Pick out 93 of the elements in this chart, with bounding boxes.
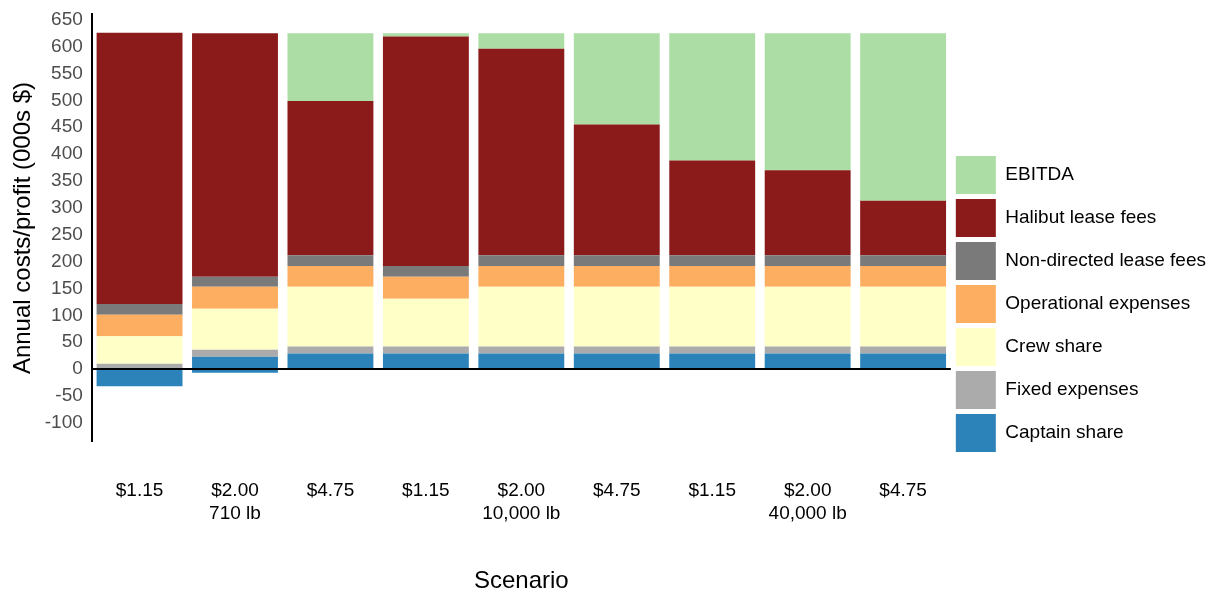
bar — [382, 36, 469, 266]
y-tick-label: 150 — [51, 276, 83, 298]
legend-label: Captain share — [1005, 421, 1124, 443]
bar — [573, 346, 660, 354]
bar — [860, 200, 947, 256]
bar — [669, 160, 756, 256]
y-tick-label: -100 — [44, 411, 83, 433]
bar — [764, 170, 851, 256]
y-tick-label: 450 — [51, 115, 83, 137]
bar — [764, 286, 851, 347]
bar — [96, 304, 183, 315]
bar — [764, 255, 851, 266]
legend-label: Non-directed lease fees — [1005, 249, 1206, 271]
x-tick-label: $2.00 10,000 lb — [482, 479, 561, 524]
bar — [192, 33, 278, 277]
y-tick-label: 550 — [51, 61, 83, 83]
bar — [764, 265, 851, 287]
legend-label: Fixed expenses — [1005, 378, 1139, 400]
legend-label: Halibut lease fees — [1005, 206, 1157, 228]
bar — [96, 336, 183, 364]
x-tick-label: $2.00 40,000 lb — [768, 479, 847, 524]
bar — [860, 33, 947, 201]
bar — [382, 298, 469, 347]
x-tick-label: $1.15 — [688, 479, 736, 501]
bar — [860, 255, 947, 266]
bar — [669, 346, 756, 354]
bar — [478, 286, 565, 347]
x-tick-label: $1.15 — [115, 479, 164, 501]
bar — [287, 353, 374, 370]
bar — [192, 276, 278, 287]
bar — [382, 276, 469, 299]
bar — [478, 346, 565, 354]
bar — [287, 255, 374, 266]
y-tick-label: 500 — [51, 88, 83, 110]
legend-label: EBITDA — [1005, 163, 1075, 185]
x-tick-label: $4.75 — [593, 479, 641, 501]
bar — [382, 33, 469, 37]
bar — [96, 32, 183, 305]
bar — [860, 346, 947, 354]
x-axis-title: Scenario — [473, 566, 569, 594]
bar — [764, 33, 851, 171]
bar — [573, 265, 660, 287]
x-tick-label: $4.75 — [879, 479, 927, 501]
x-tick-label: $1.15 — [402, 479, 450, 501]
bar — [478, 255, 565, 266]
bar — [669, 255, 756, 266]
bar — [478, 48, 565, 256]
y-tick-label: 650 — [51, 8, 83, 30]
bar — [860, 265, 947, 287]
y-tick-label: 0 — [72, 357, 83, 379]
bar — [764, 353, 851, 370]
bar — [192, 308, 278, 350]
legend-label: Operational expenses — [1005, 292, 1191, 314]
bar — [669, 265, 756, 287]
x-tick-label: $2.00 710 lb — [209, 479, 261, 524]
bar — [573, 286, 660, 347]
bar — [573, 353, 660, 370]
bar — [287, 100, 374, 256]
bar — [192, 286, 278, 309]
bar — [573, 124, 660, 256]
y-tick-label: 400 — [51, 142, 83, 164]
y-tick-label: 250 — [51, 222, 83, 244]
bar — [478, 353, 565, 370]
y-tick-label: 350 — [51, 169, 83, 191]
bar — [573, 33, 660, 125]
bar — [860, 286, 947, 347]
bar — [382, 346, 469, 354]
x-tick-label: $4.75 — [306, 479, 355, 501]
bar — [287, 346, 374, 354]
bar — [478, 33, 565, 49]
bar — [382, 353, 469, 370]
bar — [669, 286, 756, 347]
bar — [287, 33, 374, 101]
y-tick-label: 100 — [51, 303, 83, 325]
legend-label: Crew share — [1005, 335, 1103, 357]
bar — [382, 265, 469, 277]
bar — [96, 314, 183, 337]
bar — [287, 265, 374, 287]
bar — [669, 353, 756, 370]
y-tick-label: -50 — [55, 384, 83, 406]
y-tick-label: 50 — [61, 330, 83, 352]
bar — [764, 346, 851, 354]
bar — [478, 265, 565, 287]
y-tick-label: 300 — [51, 196, 83, 218]
bar — [96, 369, 183, 387]
y-tick-label: 600 — [51, 34, 83, 56]
bar — [669, 33, 756, 161]
bar — [860, 353, 947, 370]
bar — [573, 255, 660, 266]
bar — [287, 286, 374, 347]
y-tick-label: 200 — [51, 249, 83, 271]
y-axis-title: Annual costs/profit (000s $) — [8, 81, 36, 375]
bar — [192, 349, 278, 357]
